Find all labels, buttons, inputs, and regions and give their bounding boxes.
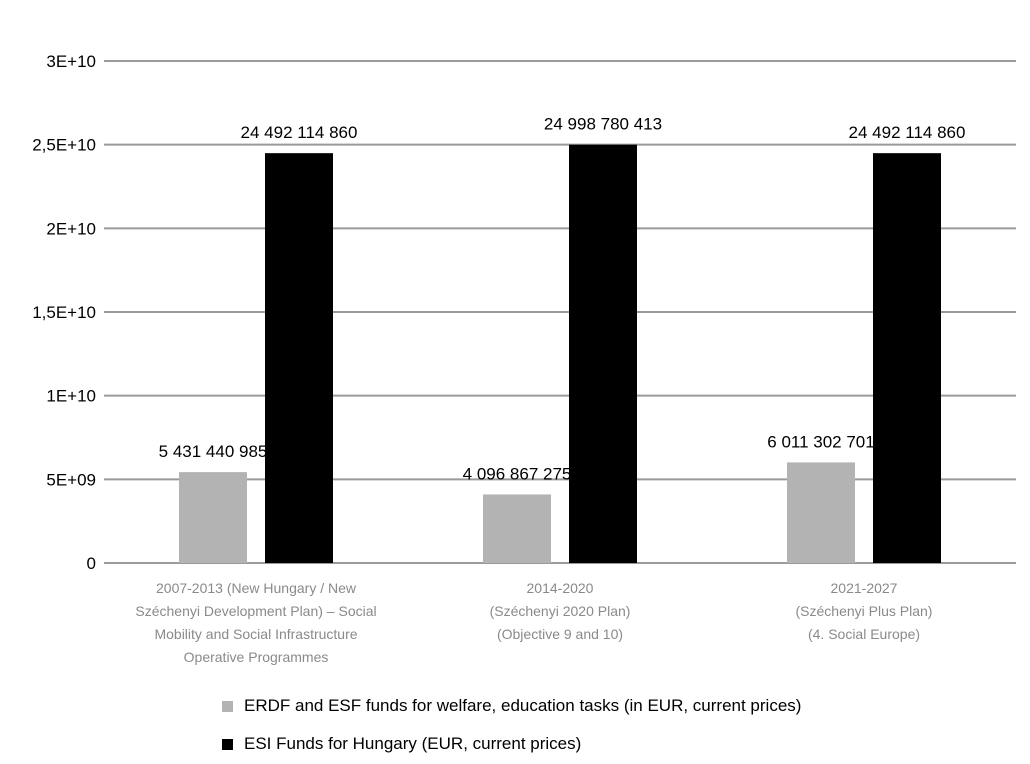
bar-erdf-esf [787, 462, 855, 563]
data-label: 24 492 114 860 [241, 123, 358, 142]
y-axis-ticks: 0 5E+09 1E+10 1,5E+10 2E+10 2,5E+10 3E+10 [32, 52, 96, 573]
x-axis-label-line: 2007-2013 (New Hungary / New [156, 580, 357, 596]
x-axis-label-line: (Széchenyi Plus Plan) [796, 603, 933, 619]
bar-esi-funds [873, 153, 941, 563]
y-tick-label: 0 [87, 554, 96, 573]
gridlines [104, 60, 1016, 564]
data-label: 5 431 440 985 [159, 442, 268, 461]
x-axis-label-line: (Objective 9 and 10) [497, 626, 623, 642]
bar-erdf-esf [483, 494, 551, 563]
x-axis-label-line: Operative Programmes [184, 649, 329, 665]
x-axis-category-label: 2014-2020 (Széchenyi 2020 Plan) (Objective… [490, 580, 631, 642]
data-label: 24 492 114 860 [849, 123, 966, 142]
x-axis-label-line: 2014-2020 [527, 580, 594, 596]
x-axis-category-label: 2021-2027 (Széchenyi Plus Plan) (4. Social… [796, 580, 933, 642]
x-axis-label-line: Széchenyi Development Plan) – Social [135, 603, 376, 619]
bar-esi-funds [569, 144, 637, 563]
x-axis-labels: 2007-2013 (New Hungary / New Széchenyi De… [135, 580, 932, 665]
x-axis-label-line: 2021-2027 [831, 580, 898, 596]
x-axis-category-label: 2007-2013 (New Hungary / New Széchenyi De… [135, 580, 376, 665]
bars [179, 144, 941, 563]
y-tick-label: 2E+10 [46, 219, 96, 238]
legend-item-erdf-esf: ERDF and ESF funds for welfare, educatio… [222, 696, 801, 716]
bar-esi-funds [265, 153, 333, 563]
y-tick-label: 2,5E+10 [32, 136, 96, 155]
x-axis-label-line: (Széchenyi 2020 Plan) [490, 603, 631, 619]
y-tick-label: 5E+09 [46, 470, 96, 489]
data-label: 4 096 867 275 [463, 464, 572, 483]
y-tick-label: 1E+10 [46, 387, 96, 406]
legend-label-esi-funds: ESI Funds for Hungary (EUR, current pric… [244, 734, 582, 753]
data-labels: 5 431 440 985 24 492 114 860 4 096 867 275… [159, 115, 966, 484]
bar-chart: 0 5E+09 1E+10 1,5E+10 2E+10 2,5E+10 3E+10 5 43… [32, 52, 1016, 665]
bar-erdf-esf [179, 472, 247, 563]
legend-label-erdf-esf: ERDF and ESF funds for welfare, educatio… [244, 696, 802, 715]
data-label: 6 011 302 701 [767, 432, 874, 451]
data-label: 24 998 780 413 [544, 115, 662, 134]
y-tick-label: 1,5E+10 [32, 303, 96, 322]
legend-item-esi-funds: ESI Funds for Hungary (EUR, current pric… [222, 734, 581, 754]
x-axis-label-line: Mobility and Social Infrastructure [154, 626, 357, 642]
x-axis-label-line: (4. Social Europe) [808, 626, 920, 642]
legend-swatch-esi-funds [222, 738, 233, 750]
y-tick-label: 3E+10 [46, 52, 96, 71]
legend-swatch-erdf-esf [222, 700, 233, 712]
